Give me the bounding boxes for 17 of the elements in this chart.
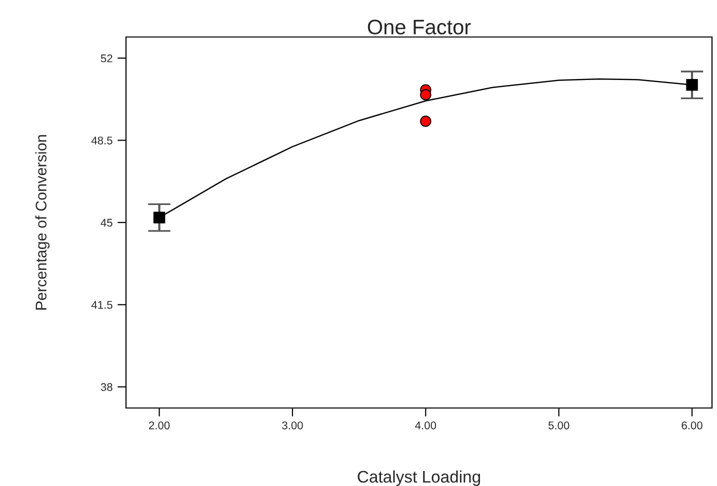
x-tick-label: 3.00 xyxy=(282,421,303,430)
x-tick-label: 5.00 xyxy=(548,421,570,430)
y-tick-label: 48.5 xyxy=(91,136,112,144)
y-tick-label: 52 xyxy=(100,54,112,62)
chart-title: One Factor xyxy=(368,20,471,34)
point xyxy=(153,212,166,224)
x-axis-title: Catalyst Loading xyxy=(358,470,480,486)
point xyxy=(420,89,432,100)
x-tick-label: 2.00 xyxy=(149,421,170,430)
x-tick-label: 4.00 xyxy=(415,421,436,430)
x-tick-label: 6.00 xyxy=(682,421,702,430)
y-tick-label: 38 xyxy=(100,383,112,391)
y-tick-label: 41.5 xyxy=(91,301,112,309)
y-axis-title: Percentage of Conversion xyxy=(35,135,50,310)
point xyxy=(420,116,432,127)
y-tick-label: 45 xyxy=(100,218,112,227)
point xyxy=(686,79,698,91)
